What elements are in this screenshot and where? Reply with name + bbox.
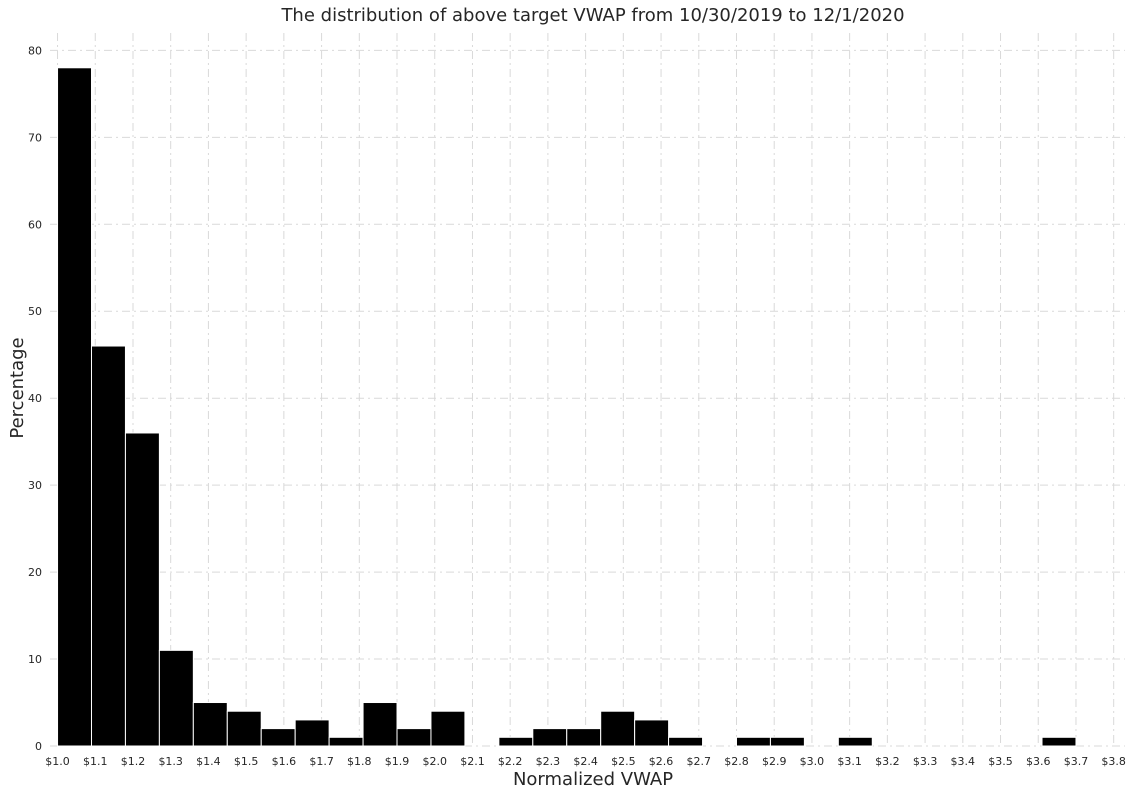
x-tick-label: $2.1 xyxy=(460,755,485,768)
histogram-bar xyxy=(90,345,126,747)
y-tick-label: 10 xyxy=(28,653,42,666)
chart-title: The distribution of above target VWAP fr… xyxy=(280,5,904,26)
x-tick-label: $3.0 xyxy=(800,755,825,768)
x-tick-label: $3.3 xyxy=(913,755,938,768)
y-axis-label: Percentage xyxy=(7,337,28,438)
histogram-bar xyxy=(668,736,704,747)
histogram-bar xyxy=(1041,736,1077,747)
histogram-bar xyxy=(328,736,364,747)
histogram-bar xyxy=(57,67,92,747)
histogram-bar xyxy=(735,736,771,747)
histogram-bar xyxy=(226,710,262,747)
x-tick-label: $3.6 xyxy=(1026,755,1051,768)
histogram-bar xyxy=(260,728,296,747)
y-tick-label: 20 xyxy=(28,566,42,579)
histogram-bar xyxy=(532,728,568,747)
x-tick-label: $3.4 xyxy=(951,755,976,768)
histogram-bar xyxy=(498,736,534,747)
histogram-bar xyxy=(396,728,432,747)
y-tick-label: 30 xyxy=(28,479,42,492)
y-tick-label: 80 xyxy=(28,44,42,57)
x-tick-label: $2.6 xyxy=(649,755,674,768)
x-tick-label: $1.6 xyxy=(272,755,297,768)
y-tick-label: 0 xyxy=(35,740,42,753)
x-tick-label: $1.7 xyxy=(309,755,334,768)
x-tick-label: $1.9 xyxy=(385,755,410,768)
x-tick-labels: $1.0 $1.1 $1.2 $1.3 $1.4 $1.5 $1.6 $1.7 $1.8 $1.9… xyxy=(45,755,1126,768)
histogram-bar xyxy=(600,710,636,747)
x-tick-label: $2.2 xyxy=(498,755,523,768)
histogram-bar xyxy=(566,728,602,747)
x-tick-label: $3.1 xyxy=(837,755,862,768)
histogram-bar xyxy=(158,649,194,747)
histogram-bar xyxy=(124,432,160,747)
histogram-bar xyxy=(837,736,873,747)
y-tick-label: 70 xyxy=(28,131,42,144)
x-tick-label: $1.0 xyxy=(45,755,70,768)
x-tick-label: $1.2 xyxy=(121,755,146,768)
y-tick-label: 40 xyxy=(28,392,42,405)
x-tick-label: $1.4 xyxy=(196,755,221,768)
x-tick-label: $2.7 xyxy=(687,755,712,768)
x-tick-label: $1.5 xyxy=(234,755,259,768)
x-tick-label: $3.5 xyxy=(988,755,1013,768)
x-axis-label: Normalized VWAP xyxy=(513,769,673,790)
x-tick-label: $1.8 xyxy=(347,755,372,768)
y-tick-label: 60 xyxy=(28,218,42,231)
x-tick-label: $1.3 xyxy=(158,755,183,768)
histogram-bar xyxy=(430,710,466,747)
x-tick-label: $1.1 xyxy=(83,755,108,768)
x-tick-label: $3.2 xyxy=(875,755,900,768)
x-tick-label: $3.8 xyxy=(1101,755,1126,768)
histogram-bar xyxy=(294,719,330,747)
grid-layer xyxy=(50,33,1125,747)
x-tick-label: $2.8 xyxy=(724,755,749,768)
x-tick-label: $2.5 xyxy=(611,755,636,768)
x-tick-label: $2.9 xyxy=(762,755,787,768)
histogram-bar xyxy=(634,719,670,747)
bar-layer xyxy=(57,67,1077,747)
x-tick-label: $2.4 xyxy=(573,755,598,768)
y-tick-labels: 0 10 20 30 40 50 60 70 80 xyxy=(28,44,42,753)
histogram-bar xyxy=(769,736,805,747)
x-tick-label: $3.7 xyxy=(1064,755,1089,768)
x-tick-label: $2.0 xyxy=(422,755,447,768)
histogram-bar xyxy=(362,702,398,747)
x-tick-label: $2.3 xyxy=(536,755,561,768)
y-tick-label: 50 xyxy=(28,305,42,318)
histogram-bar xyxy=(192,702,228,747)
